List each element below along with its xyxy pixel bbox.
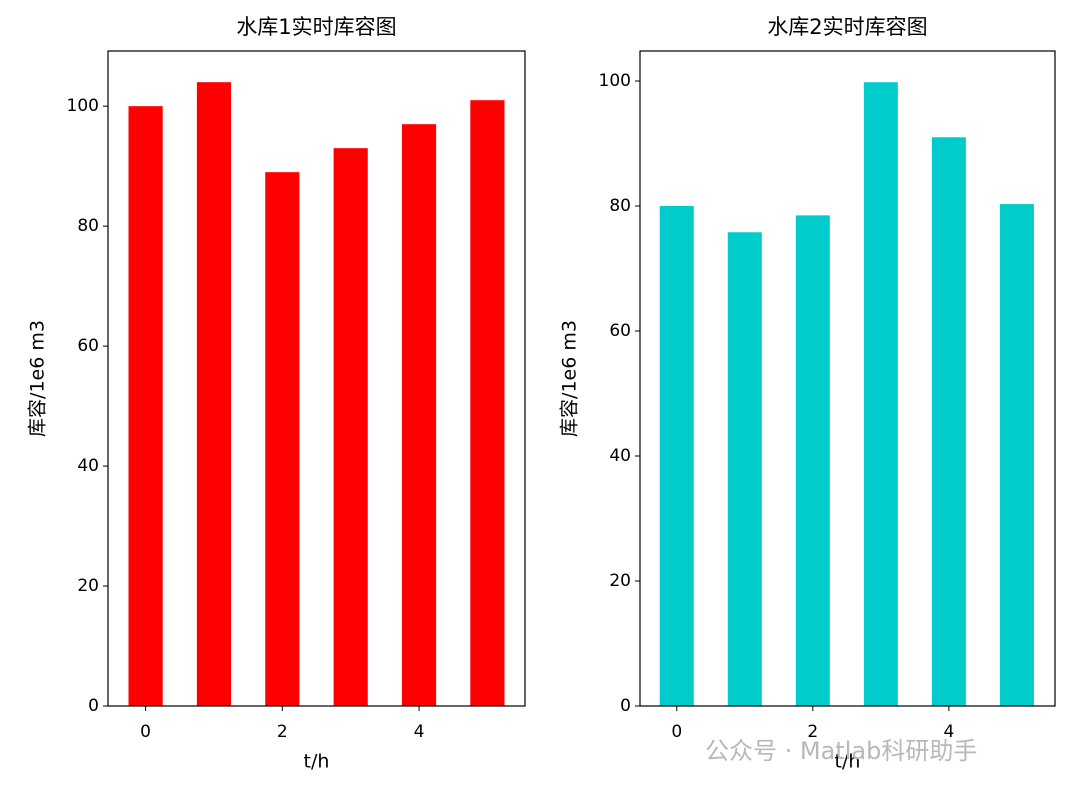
y-tick-label: 20: [77, 576, 99, 596]
axes-frame: [639, 50, 1056, 707]
bar: [196, 82, 232, 706]
y-tick-label: 100: [67, 96, 99, 116]
bar: [999, 204, 1034, 706]
y-tick-label: 60: [77, 336, 99, 356]
bar: [401, 124, 437, 706]
bar: [795, 215, 830, 706]
bar: [470, 100, 505, 706]
bar: [863, 82, 898, 706]
y-tick-label: 0: [88, 696, 99, 716]
y-tick-label: 20: [609, 571, 631, 591]
axes-frame: [107, 50, 526, 707]
watermark: 公众号 · Matlab科研助手: [705, 737, 977, 765]
x-tick-label: 0: [140, 722, 151, 742]
bar: [265, 172, 300, 706]
y-tick-label: 0: [620, 696, 631, 716]
y-tick-label: 100: [599, 71, 631, 91]
y-tick-label: 60: [609, 321, 631, 341]
chart-title: 水库2实时库容图: [767, 15, 927, 39]
y-axis-label: 库容/1e6 m3: [27, 320, 49, 437]
bar: [333, 148, 368, 706]
y-axis-label: 库容/1e6 m3: [559, 320, 581, 437]
y-tick-label: 40: [609, 446, 631, 466]
y-tick-label: 40: [77, 456, 99, 476]
y-tick-label: 80: [77, 216, 99, 236]
chart-title: 水库1实时库容图: [236, 15, 396, 39]
y-tick-label: 80: [609, 196, 631, 216]
bar: [727, 232, 762, 706]
x-tick-label: 2: [807, 722, 818, 742]
x-tick-label: 2: [277, 722, 288, 742]
bar: [659, 206, 694, 706]
x-tick-label: 4: [943, 722, 954, 742]
x-tick-label: 0: [671, 722, 682, 742]
x-tick-label: 4: [414, 722, 425, 742]
x-axis-label: t/h: [304, 751, 330, 773]
bar: [128, 106, 163, 706]
x-axis-label: t/h: [835, 751, 861, 773]
bar: [931, 137, 966, 706]
